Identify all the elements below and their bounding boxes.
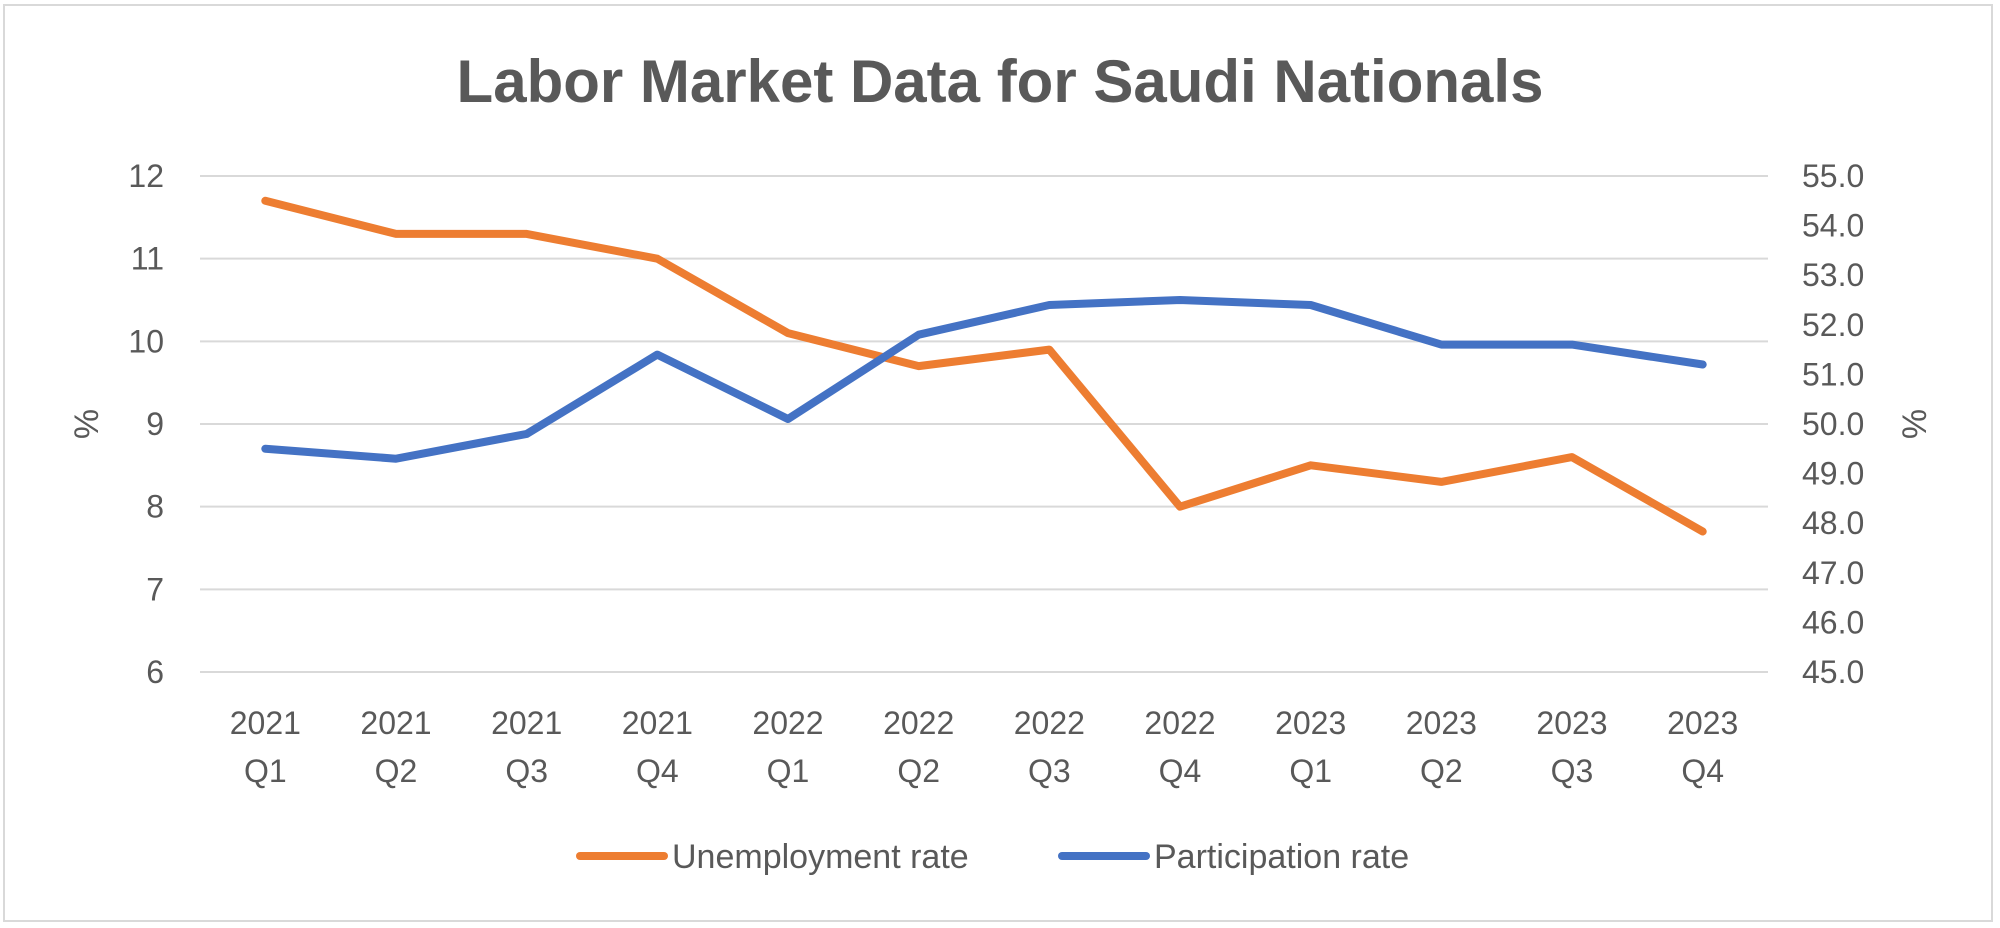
series-line-unemployment-rate	[261, 196, 1707, 536]
x-tick-label: 2022 Q4	[1144, 705, 1215, 789]
right-tick-label: 51.0	[1802, 356, 1864, 392]
x-tick-label: 2023 Q3	[1536, 705, 1607, 789]
right-tick-label: 50.0	[1802, 406, 1864, 442]
x-tick-label: 2023 Q4	[1667, 705, 1738, 789]
series-line-participation-rate	[261, 296, 1707, 463]
series-lines	[261, 196, 1707, 536]
x-tick-label: 2023 Q1	[1275, 705, 1346, 789]
x-tick-label: 2023 Q2	[1406, 705, 1477, 789]
x-tick-label: 2021 Q2	[360, 705, 431, 789]
x-tick-label: 2021 Q4	[622, 705, 693, 789]
left-tick-label: 9	[146, 406, 164, 442]
x-tick-label: 2022 Q2	[883, 705, 954, 789]
left-axis-ticks: 6 7 8 9 10 11 12	[128, 158, 164, 690]
right-tick-label: 49.0	[1802, 456, 1864, 492]
left-tick-label: 10	[128, 323, 164, 359]
chart-frame	[3, 4, 1993, 922]
right-tick-label: 46.0	[1802, 604, 1864, 640]
right-tick-label: 54.0	[1802, 208, 1864, 244]
x-tick-label: 2021 Q3	[491, 705, 562, 789]
x-tick-label: 2022 Q1	[752, 705, 823, 789]
legend: Unemployment rate Participation rate	[576, 838, 1409, 876]
x-tick-label: 2021 Q1	[230, 705, 301, 789]
right-tick-label: 45.0	[1802, 654, 1864, 690]
left-tick-label: 8	[146, 489, 164, 525]
legend-label-participation-rate: Participation rate	[1154, 838, 1409, 876]
left-tick-label: 12	[128, 158, 164, 194]
right-tick-label: 47.0	[1802, 555, 1864, 591]
x-axis-ticks: 2021 Q1 2021 Q2 2021 Q3 2021 Q4 2022 Q1 2022 Q2 2022…	[230, 705, 1739, 789]
right-tick-label: 52.0	[1802, 307, 1864, 343]
left-tick-label: 7	[146, 571, 164, 607]
left-tick-label: 11	[131, 241, 164, 277]
right-tick-label: 48.0	[1802, 505, 1864, 541]
right-axis-ticks: 45.0 46.0 47.0 48.0 49.0 50.0 51.0 52.0 53.0 54.0…	[1802, 158, 1864, 690]
left-tick-label: 6	[146, 654, 164, 690]
chart-title: Labor Market Data for Saudi Nationals	[457, 48, 1544, 115]
right-tick-label: 53.0	[1802, 257, 1864, 293]
right-axis-label: %	[1896, 409, 1934, 439]
gridlines	[200, 175, 1768, 673]
right-tick-label: 55.0	[1802, 158, 1864, 194]
legend-label-unemployment-rate: Unemployment rate	[672, 838, 969, 876]
x-tick-label: 2022 Q3	[1014, 705, 1085, 789]
left-axis-label: %	[68, 409, 106, 439]
